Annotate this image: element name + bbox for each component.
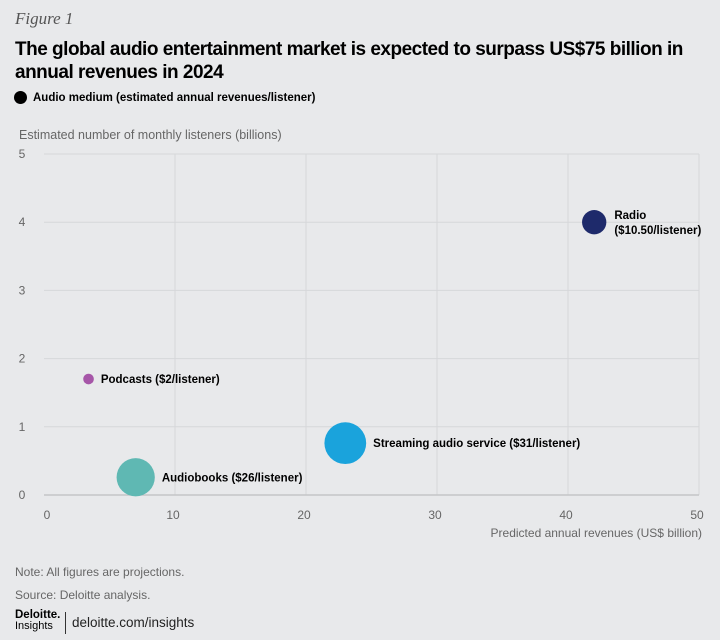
x-tick-label: 40 xyxy=(559,508,573,522)
deloitte-logo: Deloitte. Insights xyxy=(15,609,61,632)
bubble xyxy=(116,458,155,497)
x-axis-label: Predicted annual revenues (US$ billion) xyxy=(491,526,702,540)
bubble-label: Podcasts ($2/listener) xyxy=(101,374,220,386)
bubble xyxy=(324,422,367,465)
y-tick-label: 5 xyxy=(19,147,26,161)
figure-label: Figure 1 xyxy=(15,9,74,28)
source: Source: Deloitte analysis. xyxy=(15,588,151,602)
x-tick-label: 10 xyxy=(166,508,180,522)
bubble-label: Audiobooks ($26/listener) xyxy=(162,472,303,484)
y-tick-label: 0 xyxy=(19,488,26,502)
bubble-label: Streaming audio service ($31/listener) xyxy=(373,438,580,450)
y-tick-label: 2 xyxy=(19,352,26,366)
x-tick-label: 20 xyxy=(297,508,311,522)
chart-title: The global audio entertainment market is… xyxy=(15,39,683,83)
bubble xyxy=(582,210,607,235)
y-tick-label: 3 xyxy=(19,283,26,297)
bubble xyxy=(83,373,94,385)
bubble-label: ($10.50/listener) xyxy=(614,225,701,237)
chart-plot: 0 10 20 30 40 50 0 1 2 3 4 5 Predicted annual revenu… xyxy=(19,147,704,540)
legend-label: Audio medium (estimated annual revenues/… xyxy=(33,91,316,104)
y-tick-label: 1 xyxy=(19,420,26,434)
x-tick-label: 50 xyxy=(690,508,704,522)
x-tick-label: 30 xyxy=(428,508,442,522)
bubble-label: Radio xyxy=(614,210,646,222)
note: Note: All figures are projections. xyxy=(15,565,185,579)
legend: Audio medium (estimated annual revenues/… xyxy=(14,91,315,104)
url-link[interactable]: deloitte.com/insights xyxy=(72,615,195,630)
y-tick-label: 4 xyxy=(19,215,26,229)
divider xyxy=(65,612,66,634)
legend-dot-icon xyxy=(14,91,27,104)
x-tick-label: 0 xyxy=(44,508,51,522)
y-axis-label: Estimated number of monthly listeners (b… xyxy=(19,128,282,142)
